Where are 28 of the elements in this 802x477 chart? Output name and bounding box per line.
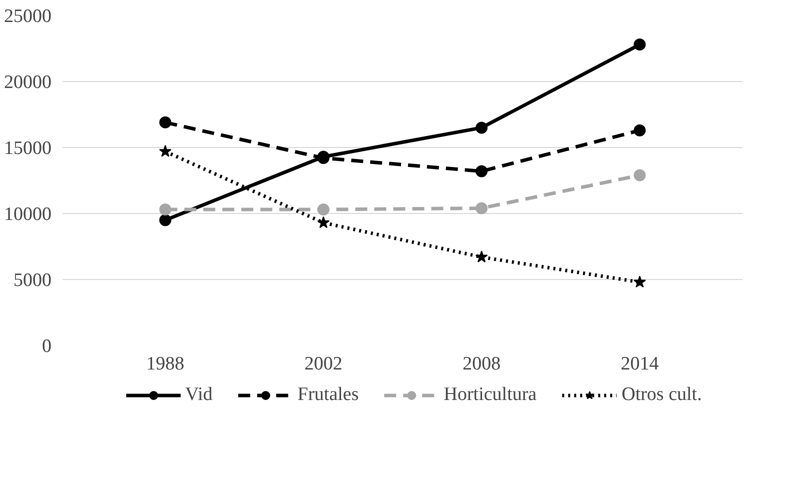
point bbox=[159, 144, 172, 157]
x-tick-label: 2008 bbox=[462, 354, 501, 374]
point bbox=[634, 276, 646, 288]
y-tick-label: 10000 bbox=[4, 204, 52, 225]
legend-label: Vid bbox=[185, 384, 213, 406]
point bbox=[476, 165, 488, 178]
x-tick-label: 1988 bbox=[146, 354, 184, 374]
point bbox=[159, 116, 172, 128]
y-tick-label: 25000 bbox=[4, 6, 52, 27]
point bbox=[476, 122, 488, 134]
y-tick-label: 5000 bbox=[14, 270, 52, 291]
point bbox=[317, 216, 330, 228]
point bbox=[159, 214, 172, 226]
point bbox=[634, 38, 646, 51]
legend-label: Otros cult. bbox=[622, 384, 702, 406]
x-tick-label: 2002 bbox=[304, 354, 342, 374]
point bbox=[476, 202, 488, 214]
point bbox=[634, 169, 646, 182]
legend-label: Horticultura bbox=[444, 384, 537, 406]
x-tick-label: 2014 bbox=[620, 354, 660, 374]
point bbox=[317, 204, 330, 216]
y-tick-label: 15000 bbox=[4, 138, 52, 159]
point bbox=[634, 124, 646, 136]
y-tick-label: 20000 bbox=[4, 72, 52, 93]
point bbox=[475, 250, 488, 262]
point bbox=[159, 204, 172, 216]
legend-label: Frutales bbox=[298, 384, 359, 406]
y-tick-label: 0 bbox=[42, 336, 52, 357]
